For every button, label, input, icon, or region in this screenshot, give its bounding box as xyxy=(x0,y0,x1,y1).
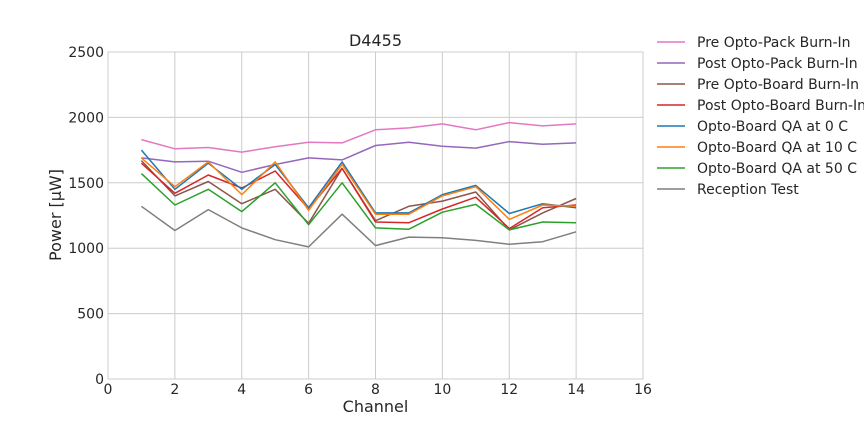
y-tick-label: 500 xyxy=(77,307,104,323)
legend-label-3: Post Opto-Board Burn-In xyxy=(697,98,864,114)
x-tick-label: 8 xyxy=(371,382,380,398)
series-line-0 xyxy=(141,121,577,153)
x-tick-label: 0 xyxy=(104,382,113,398)
series-line-7 xyxy=(140,205,577,248)
x-tick-label: 10 xyxy=(433,382,451,398)
x-tick-label: 14 xyxy=(567,382,585,398)
x-tick-label: 12 xyxy=(500,382,518,398)
legend-label-0: Pre Opto-Pack Burn-In xyxy=(697,35,851,51)
y-tick-label: 2500 xyxy=(68,45,104,61)
axes: 0 2 4 6 8 10 12 14 16 0 500 1000 1500 2000 2500 xyxy=(68,45,652,398)
legend-label-2: Pre Opto-Board Burn-In xyxy=(697,77,859,93)
x-tick-label: 6 xyxy=(304,382,313,398)
legend: Pre Opto-Pack Burn-In Post Opto-Pack Burn… xyxy=(657,35,864,198)
plot-frame xyxy=(107,51,644,380)
y-tick-label: 1500 xyxy=(68,176,104,192)
chart-title: D4455 xyxy=(349,31,402,50)
legend-label-4: Opto-Board QA at 0 C xyxy=(697,119,848,135)
series-line-6 xyxy=(140,173,577,231)
y-tick-label: 0 xyxy=(95,372,104,388)
y-tick-label: 2000 xyxy=(68,110,104,126)
legend-label-5: Opto-Board QA at 10 C xyxy=(697,140,857,156)
series-line-3 xyxy=(140,162,577,230)
series-lines xyxy=(140,121,577,248)
x-axis-title: Channel xyxy=(343,397,409,416)
series-line-1 xyxy=(141,140,577,174)
y-tick-label: 1000 xyxy=(68,241,104,257)
legend-label-7: Reception Test xyxy=(697,182,799,198)
y-axis-title: Power [μW] xyxy=(46,169,65,261)
legend-label-1: Post Opto-Pack Burn-In xyxy=(697,56,858,72)
legend-label-6: Opto-Board QA at 50 C xyxy=(697,161,857,177)
x-tick-label: 4 xyxy=(237,382,246,398)
series-line-5 xyxy=(140,157,577,221)
x-tick-label: 16 xyxy=(634,382,652,398)
grid xyxy=(107,51,644,380)
x-tick-label: 2 xyxy=(170,382,179,398)
